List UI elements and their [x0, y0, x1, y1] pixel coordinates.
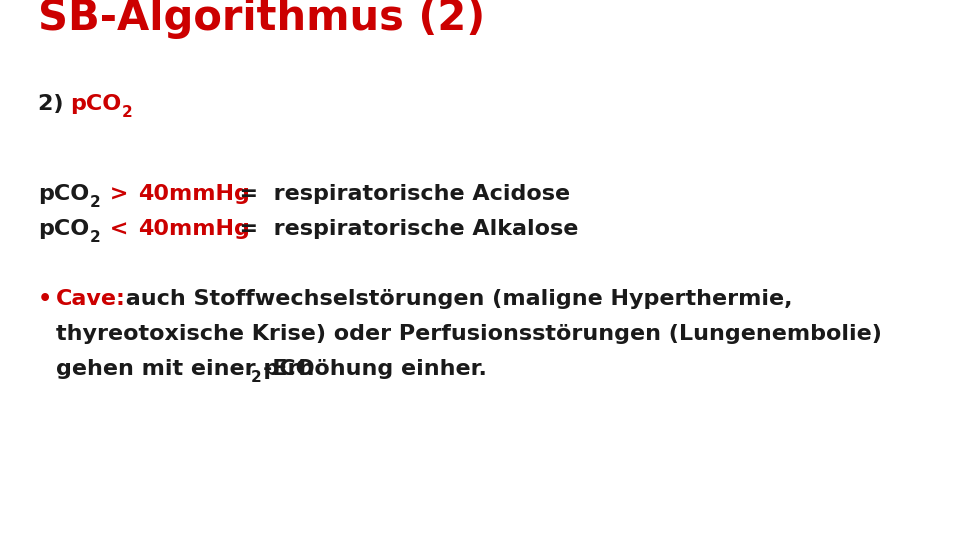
- Text: 2): 2): [38, 94, 71, 114]
- Text: Cave:: Cave:: [56, 289, 126, 309]
- Text: •: •: [38, 289, 52, 309]
- Text: 40mmHg: 40mmHg: [138, 219, 250, 239]
- Text: thyreotoxische Krise) oder Perfusionsstörungen (Lungenembolie): thyreotoxische Krise) oder Perfusionsstö…: [56, 324, 882, 344]
- Text: pCO: pCO: [38, 219, 89, 239]
- Text: SB-Algorithmus (2): SB-Algorithmus (2): [38, 0, 485, 39]
- Text: 2: 2: [122, 105, 132, 120]
- Text: 2: 2: [90, 230, 101, 245]
- Text: pCO: pCO: [70, 94, 121, 114]
- Text: >: >: [102, 184, 136, 204]
- Text: 2: 2: [90, 195, 101, 210]
- Text: auch Stoffwechselstörungen (maligne Hyperthermie,: auch Stoffwechselstörungen (maligne Hype…: [118, 289, 793, 309]
- Text: =  respiratorische Alkalose: = respiratorische Alkalose: [224, 219, 578, 239]
- Text: gehen mit einer pCO: gehen mit einer pCO: [56, 359, 315, 379]
- Text: 40mmHg: 40mmHg: [138, 184, 250, 204]
- Text: pCO: pCO: [38, 184, 89, 204]
- Text: <: <: [102, 219, 136, 239]
- Text: -Erhöhung einher.: -Erhöhung einher.: [263, 359, 487, 379]
- Text: =  respiratorische Acidose: = respiratorische Acidose: [224, 184, 570, 204]
- Text: 2: 2: [251, 370, 262, 385]
